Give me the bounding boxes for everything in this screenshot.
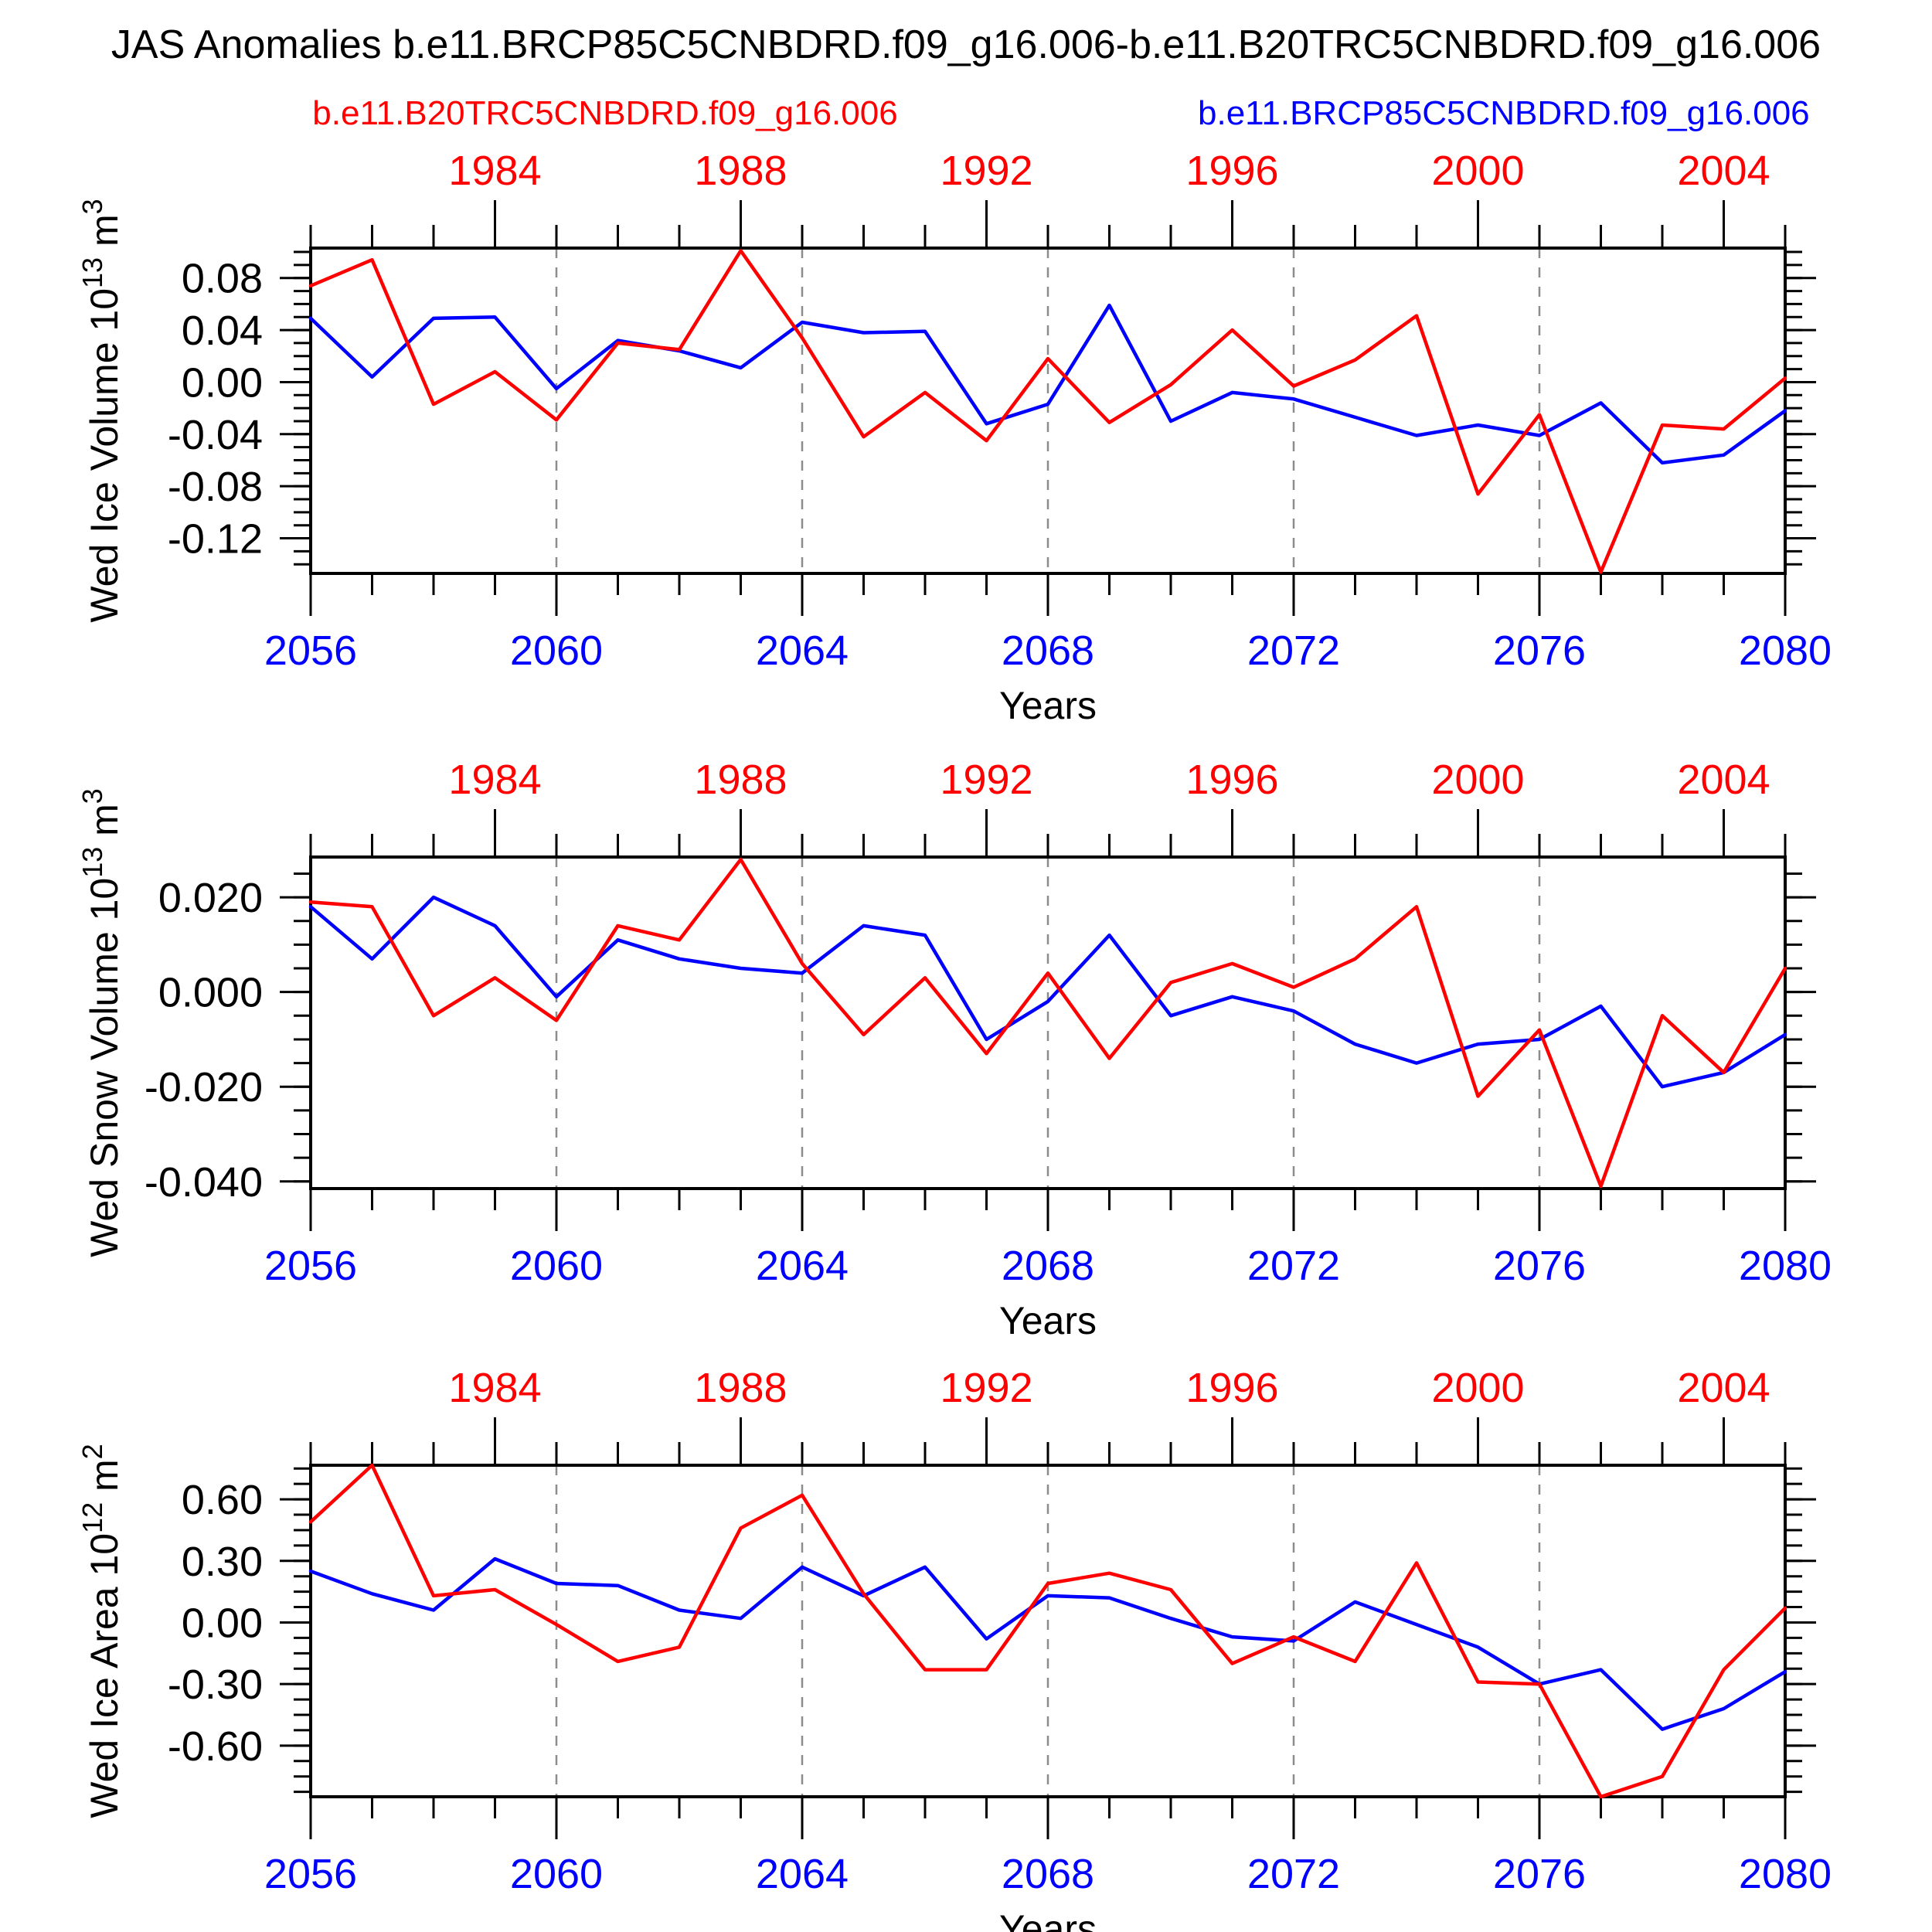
top-year-label: 1992 xyxy=(940,1365,1032,1411)
panel-3-y-tick-labels: 0.60 0.30 0.00 -0.30 -0.60 xyxy=(168,1477,263,1770)
panel-1-ticks xyxy=(280,200,1816,616)
y-tick-label: -0.12 xyxy=(168,516,263,563)
panel-3: 0.60 0.30 0.00 -0.30 -0.60 1984 1988 1992 1996 20… xyxy=(77,1365,1832,1932)
x-axis-title: Years xyxy=(999,684,1097,727)
y-tick-label: -0.30 xyxy=(168,1662,263,1708)
y-axis-title: Wed Ice Area 1012 m2 xyxy=(77,1444,126,1818)
y-tick-label: 0.08 xyxy=(182,256,263,302)
bottom-year-label: 2068 xyxy=(1002,1851,1094,1897)
bottom-year-label: 2064 xyxy=(756,1851,849,1897)
x-axis-title: Years xyxy=(999,1299,1097,1342)
bottom-year-label: 2064 xyxy=(756,628,849,674)
panel-3-frame xyxy=(309,1464,1787,1798)
panel-3-ticks xyxy=(280,1417,1816,1839)
series-blue-panel-2 xyxy=(308,895,1787,1089)
y-tick-label: 0.30 xyxy=(182,1539,263,1585)
panel-3-gridlines xyxy=(555,1465,1541,1797)
panel-2-y-tick-labels: 0.020 0.000 -0.020 -0.040 xyxy=(145,875,263,1206)
panel-2-ticks xyxy=(280,809,1816,1231)
x-axis-title: Years xyxy=(999,1907,1097,1932)
bottom-year-label: 2072 xyxy=(1247,1851,1340,1897)
top-year-label: 1984 xyxy=(448,148,541,194)
top-year-label: 2004 xyxy=(1677,757,1770,803)
top-year-label: 2000 xyxy=(1431,148,1524,194)
top-year-label: 1988 xyxy=(694,148,787,194)
series-red-panel-1 xyxy=(308,249,1787,574)
top-year-label: 1988 xyxy=(694,1365,787,1411)
chart-title: JAS Anomalies b.e11.BRCP85C5CNBDRD.f09_g… xyxy=(111,22,1821,67)
bottom-year-label: 2060 xyxy=(510,1851,603,1897)
panel-2-gridlines xyxy=(555,857,1541,1189)
top-year-label: 1996 xyxy=(1185,148,1278,194)
y-tick-label: 0.000 xyxy=(158,970,263,1016)
top-year-label: 2004 xyxy=(1677,1365,1770,1411)
series-red-panel-3 xyxy=(308,1463,1787,1799)
panel-2-frame xyxy=(309,855,1787,1190)
panel-3-bottom-year-labels: 2056 2060 2064 2068 2072 2076 2080 xyxy=(264,1851,1832,1897)
top-year-label: 2004 xyxy=(1677,148,1770,194)
top-year-label: 2000 xyxy=(1431,757,1524,803)
bottom-year-label: 2064 xyxy=(756,1243,849,1289)
legend-label-blue: b.e11.BRCP85C5CNBDRD.f09_g16.006 xyxy=(1198,94,1810,132)
bottom-year-label: 2076 xyxy=(1493,1851,1586,1897)
y-tick-label: -0.04 xyxy=(168,412,263,458)
series-red-panel-2 xyxy=(308,857,1787,1189)
y-tick-label: 0.04 xyxy=(182,308,263,354)
y-tick-label: 0.00 xyxy=(182,359,263,406)
top-year-label: 1984 xyxy=(448,1365,541,1411)
top-year-label: 2000 xyxy=(1431,1365,1524,1411)
y-tick-label: -0.040 xyxy=(145,1159,263,1206)
series-blue-panel-1 xyxy=(308,303,1787,465)
y-tick-label: -0.020 xyxy=(145,1064,263,1111)
panel-3-top-year-labels: 1984 1988 1992 1996 2000 2004 xyxy=(448,1365,1770,1411)
y-tick-label: -0.08 xyxy=(168,464,263,510)
bottom-year-label: 2076 xyxy=(1493,628,1586,674)
bottom-year-label: 2072 xyxy=(1247,628,1340,674)
top-year-label: 1992 xyxy=(940,148,1032,194)
bottom-year-label: 2060 xyxy=(510,628,603,674)
bottom-year-label: 2056 xyxy=(264,628,357,674)
top-year-label: 1996 xyxy=(1185,757,1278,803)
bottom-year-label: 2068 xyxy=(1002,628,1094,674)
legend-label-red: b.e11.B20TRC5CNBDRD.f09_g16.006 xyxy=(312,94,898,132)
y-axis-title: Wed Snow Volume 1013 m3 xyxy=(77,788,126,1257)
y-tick-label: 0.60 xyxy=(182,1477,263,1523)
bottom-year-label: 2056 xyxy=(264,1851,357,1897)
top-year-label: 1992 xyxy=(940,757,1032,803)
bottom-year-label: 2076 xyxy=(1493,1243,1586,1289)
panel-1-y-tick-labels: 0.08 0.04 0.00 -0.04 -0.08 -0.12 xyxy=(168,256,263,563)
panel-1-top-year-labels: 1984 1988 1992 1996 2000 2004 xyxy=(448,148,1770,194)
y-tick-label: 0.020 xyxy=(158,875,263,921)
panel-1-bottom-year-labels: 2056 2060 2064 2068 2072 2076 2080 xyxy=(264,628,1832,674)
y-tick-label: 0.00 xyxy=(182,1600,263,1646)
panel-2-bottom-year-labels: 2056 2060 2064 2068 2072 2076 2080 xyxy=(264,1243,1832,1289)
panel-2-top-year-labels: 1984 1988 1992 1996 2000 2004 xyxy=(448,757,1770,803)
bottom-year-label: 2056 xyxy=(264,1243,357,1289)
bottom-year-label: 2068 xyxy=(1002,1243,1094,1289)
panel-1-gridlines xyxy=(555,248,1541,573)
top-year-label: 1988 xyxy=(694,757,787,803)
panel-2: 0.020 0.000 -0.020 -0.040 1984 1988 1992 1996 20… xyxy=(77,757,1832,1342)
bottom-year-label: 2080 xyxy=(1739,1851,1832,1897)
y-tick-label: -0.60 xyxy=(168,1723,263,1770)
bottom-year-label: 2060 xyxy=(510,1243,603,1289)
y-axis-title: Wed Ice Volume 1013 m3 xyxy=(77,199,126,622)
top-year-label: 1996 xyxy=(1185,1365,1278,1411)
top-year-label: 1984 xyxy=(448,757,541,803)
bottom-year-label: 2080 xyxy=(1739,628,1832,674)
bottom-year-label: 2072 xyxy=(1247,1243,1340,1289)
bottom-year-label: 2080 xyxy=(1739,1243,1832,1289)
